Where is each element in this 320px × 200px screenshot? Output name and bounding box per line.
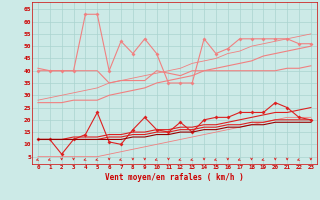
X-axis label: Vent moyen/en rafales ( km/h ): Vent moyen/en rafales ( km/h ) [105, 173, 244, 182]
